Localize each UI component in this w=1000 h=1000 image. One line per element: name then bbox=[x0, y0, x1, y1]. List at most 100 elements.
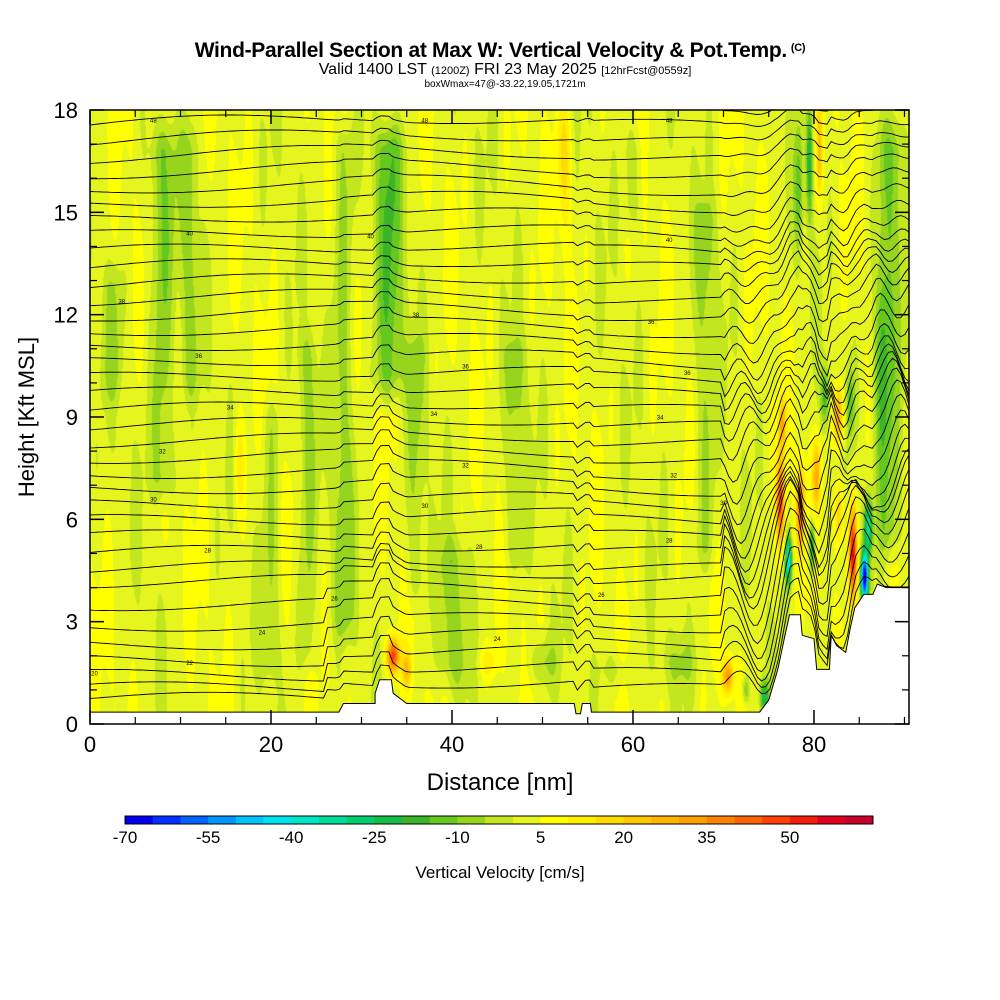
theta-contour-line bbox=[90, 448, 909, 599]
theta-contour-line bbox=[90, 367, 909, 505]
colorbar-swatch bbox=[762, 816, 791, 824]
theta-label-text: 34 bbox=[431, 412, 438, 418]
theta-label: 30 bbox=[720, 501, 727, 507]
colorbar-swatch bbox=[485, 816, 514, 824]
x-tick-label: 0 bbox=[84, 732, 96, 757]
theta-contour-line bbox=[90, 322, 909, 412]
theta-label: 40 bbox=[367, 235, 374, 241]
colorbar-swatch bbox=[706, 816, 735, 824]
colorbar-tick-label: 5 bbox=[536, 828, 545, 847]
forecast-info: [12hrFcst@0559z] bbox=[601, 65, 692, 77]
theta-label: 26 bbox=[331, 596, 338, 602]
colorbar-swatch bbox=[374, 816, 403, 824]
theta-label: 34 bbox=[227, 405, 234, 411]
colorbar-swatch bbox=[679, 816, 708, 824]
theta-label: 40 bbox=[186, 231, 193, 237]
theta-label: 24 bbox=[259, 630, 266, 636]
colorbar-swatch bbox=[734, 816, 763, 824]
theta-contour-line bbox=[90, 167, 909, 216]
theta-label: 20 bbox=[91, 671, 98, 677]
y-tick-label: 12 bbox=[54, 303, 78, 328]
theta-contour-line bbox=[90, 343, 909, 442]
colorbar-swatch bbox=[291, 816, 320, 824]
theta-label: 36 bbox=[684, 371, 691, 377]
colorbar-swatch bbox=[512, 816, 541, 824]
y-tick-label: 3 bbox=[66, 610, 78, 635]
theta-label-text: 30 bbox=[150, 497, 157, 503]
theta-contour-line bbox=[90, 350, 909, 461]
chart-title-block: Wind-Parallel Section at Max W: Vertical… bbox=[0, 36, 1000, 91]
theta-label-text: 30 bbox=[720, 501, 727, 507]
theta-contour-line bbox=[90, 263, 909, 344]
theta-label-text: 32 bbox=[462, 463, 469, 469]
theta-label-text: 20 bbox=[91, 671, 98, 677]
colorbar-swatch bbox=[152, 816, 181, 824]
copyright-mark: (C) bbox=[790, 42, 806, 54]
colorbar-swatch bbox=[595, 816, 625, 824]
colorbar-swatch bbox=[125, 816, 154, 824]
theta-contour-line bbox=[90, 335, 909, 425]
colorbar-swatch bbox=[235, 816, 264, 824]
theta-label-text: 32 bbox=[159, 450, 166, 456]
theta-contour-line bbox=[90, 183, 909, 233]
theta-label: 32 bbox=[159, 450, 166, 456]
theta-label-text: 48 bbox=[421, 119, 428, 125]
theta-label: 30 bbox=[150, 497, 157, 503]
theta-label-text: 24 bbox=[259, 630, 266, 636]
theta-label-text: 28 bbox=[666, 538, 673, 544]
theta-label: 28 bbox=[476, 545, 483, 551]
theta-contour-labels: 48 48 48 40 40 40 38 38 36 36 36 36 34 34 34 32 32 32 30 30… bbox=[91, 119, 727, 678]
theta-contour-line bbox=[90, 454, 909, 610]
theta-label: 36 bbox=[195, 354, 202, 360]
y-tick-label: 0 bbox=[66, 712, 78, 737]
chart-title-text: Wind-Parallel Section at Max W: Vertical… bbox=[194, 39, 788, 62]
colorbar: -70 -55 -40 -25 -10 5 20 35 50 bbox=[113, 815, 874, 847]
theta-label: 22 bbox=[186, 661, 193, 667]
theta-label-text: 36 bbox=[195, 354, 202, 360]
theta-label-text: 38 bbox=[118, 300, 125, 306]
theta-label: 36 bbox=[648, 320, 655, 326]
theta-label-text: 24 bbox=[494, 637, 501, 643]
theta-contour-line bbox=[90, 132, 909, 164]
theta-label: 32 bbox=[462, 463, 469, 469]
colorbar-tick-label: -25 bbox=[362, 828, 387, 847]
theta-label-text: 26 bbox=[598, 593, 605, 599]
colorbar-swatch bbox=[346, 816, 375, 824]
theta-label: 32 bbox=[670, 473, 677, 479]
theta-label: 24 bbox=[494, 637, 501, 643]
theta-contour-line bbox=[90, 357, 909, 483]
colorbar-tick-label: -40 bbox=[279, 828, 304, 847]
theta-label: 40 bbox=[666, 238, 673, 244]
theta-label: 28 bbox=[204, 549, 211, 555]
theta-label: 38 bbox=[412, 313, 419, 319]
theta-label-text: 32 bbox=[670, 473, 677, 479]
theta-contour-line bbox=[90, 153, 909, 197]
colorbar-swatch bbox=[429, 816, 458, 824]
theta-label: 38 bbox=[118, 300, 125, 306]
theta-contour-line bbox=[90, 507, 909, 660]
colorbar-swatch bbox=[540, 816, 569, 824]
theta-contour-line bbox=[90, 253, 909, 324]
theta-label-text: 28 bbox=[476, 545, 483, 551]
theta-label: 28 bbox=[666, 538, 673, 544]
theta-label-text: 48 bbox=[666, 119, 673, 125]
theta-contour-line bbox=[90, 528, 909, 673]
colorbar-tick-label: 20 bbox=[614, 828, 633, 847]
theta-contour-line bbox=[90, 246, 909, 307]
colorbar-tick-label: 50 bbox=[780, 828, 799, 847]
theta-label: 30 bbox=[421, 504, 428, 510]
theta-label-text: 48 bbox=[150, 119, 157, 125]
theta-contour-line bbox=[90, 238, 909, 289]
colorbar-tick-label: -10 bbox=[445, 828, 470, 847]
theta-label-text: 36 bbox=[648, 320, 655, 326]
theta-label-text: 34 bbox=[227, 405, 234, 411]
colorbar-tick-label: 35 bbox=[697, 828, 716, 847]
y-tick-label: 6 bbox=[66, 507, 78, 532]
x-tick-label: 80 bbox=[802, 732, 826, 757]
colorbar-swatch bbox=[318, 816, 348, 824]
colorbar-swatch bbox=[845, 816, 874, 824]
colorbar-swatch bbox=[180, 816, 209, 824]
x-axis-label: Distance [nm] bbox=[427, 769, 574, 796]
colorbar-label: Vertical Velocity [cm/s] bbox=[415, 863, 585, 882]
y-tick-label: 15 bbox=[54, 200, 78, 225]
